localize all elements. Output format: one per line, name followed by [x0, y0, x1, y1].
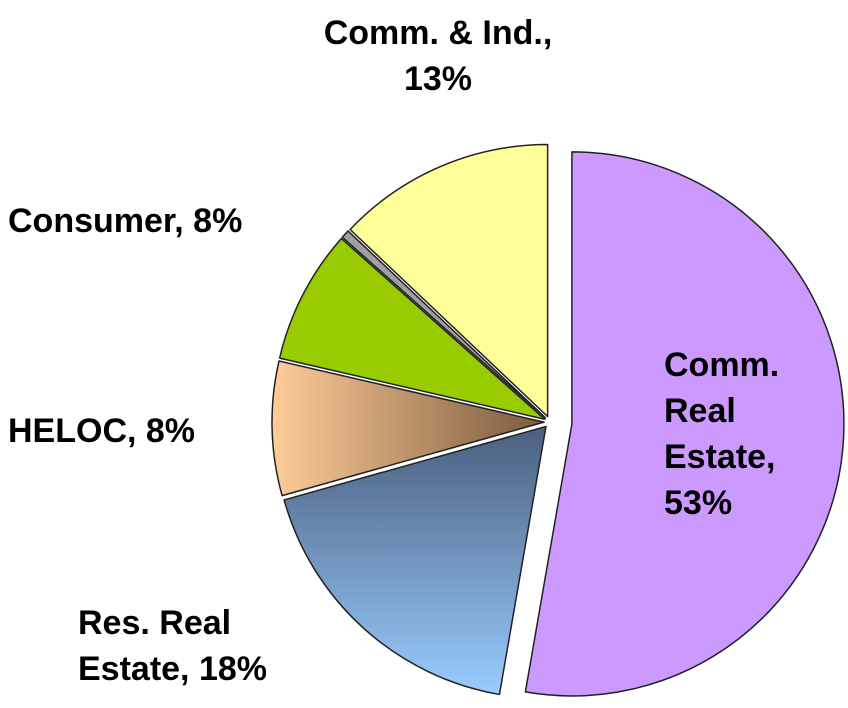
- pie-slice: [349, 143, 549, 418]
- slice-label: Res. Real Estate, 18%: [78, 604, 267, 688]
- slice-label: Consumer, 8%: [8, 202, 243, 240]
- pie-slice: [341, 230, 547, 419]
- slice-label: HELOC, 8%: [8, 412, 196, 450]
- pie-slice: [524, 151, 845, 697]
- pie-slice: [283, 425, 547, 696]
- pie-slice: [278, 237, 546, 420]
- slice-label: Comm. Real Estate, 53%: [664, 346, 780, 522]
- pie-slice: [271, 360, 545, 497]
- slice-label: Comm. & Ind., 13%: [323, 14, 553, 98]
